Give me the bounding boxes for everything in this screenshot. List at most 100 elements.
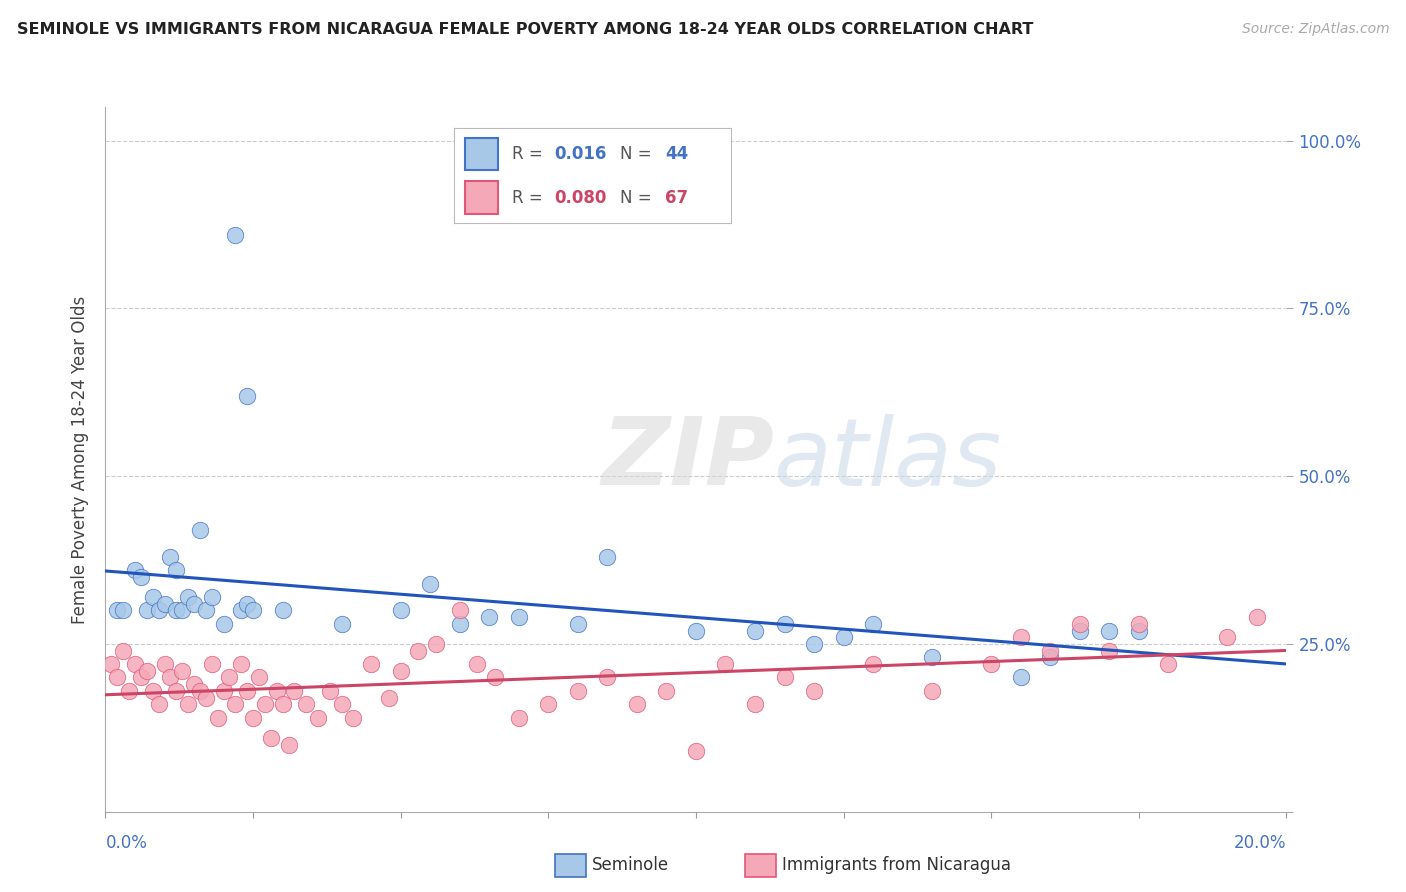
- Point: [921, 684, 943, 698]
- Point: [773, 616, 796, 631]
- Point: [419, 576, 441, 591]
- Point: [148, 603, 170, 617]
- Point: [685, 744, 707, 758]
- Text: atlas: atlas: [773, 414, 1001, 505]
- Point: [1157, 657, 1180, 671]
- Point: [307, 711, 329, 725]
- Point: [449, 616, 471, 631]
- Point: [165, 603, 187, 617]
- Point: [596, 671, 619, 685]
- Text: ZIP: ZIP: [602, 413, 775, 506]
- Point: [135, 664, 157, 678]
- Point: [247, 671, 270, 685]
- Point: [159, 671, 181, 685]
- Point: [484, 671, 506, 685]
- Point: [142, 590, 165, 604]
- Point: [803, 684, 825, 698]
- Point: [862, 657, 884, 671]
- Point: [236, 597, 259, 611]
- Point: [342, 711, 364, 725]
- Point: [236, 684, 259, 698]
- Point: [148, 698, 170, 712]
- Point: [224, 227, 246, 242]
- Point: [685, 624, 707, 638]
- Point: [172, 664, 194, 678]
- Point: [212, 684, 235, 698]
- Point: [224, 698, 246, 712]
- Point: [260, 731, 283, 745]
- Text: 20.0%: 20.0%: [1234, 834, 1286, 852]
- Point: [105, 671, 128, 685]
- Point: [142, 684, 165, 698]
- Point: [744, 698, 766, 712]
- Point: [159, 549, 181, 564]
- Point: [832, 630, 855, 644]
- Point: [194, 690, 217, 705]
- Point: [153, 597, 176, 611]
- Point: [212, 616, 235, 631]
- Point: [165, 684, 187, 698]
- Point: [242, 711, 264, 725]
- Point: [467, 657, 489, 671]
- Point: [626, 698, 648, 712]
- Point: [330, 698, 353, 712]
- Point: [177, 698, 200, 712]
- Point: [1039, 643, 1062, 657]
- Point: [1010, 671, 1032, 685]
- Point: [124, 657, 146, 671]
- Point: [1128, 624, 1150, 638]
- Point: [1098, 624, 1121, 638]
- Point: [118, 684, 141, 698]
- Point: [537, 698, 560, 712]
- Point: [188, 523, 211, 537]
- Point: [183, 677, 205, 691]
- Point: [1128, 616, 1150, 631]
- Point: [1069, 624, 1091, 638]
- Point: [194, 603, 217, 617]
- Point: [207, 711, 229, 725]
- Point: [389, 664, 412, 678]
- Point: [478, 610, 501, 624]
- Point: [1010, 630, 1032, 644]
- Point: [449, 603, 471, 617]
- Text: Source: ZipAtlas.com: Source: ZipAtlas.com: [1241, 22, 1389, 37]
- Point: [201, 590, 224, 604]
- Text: SEMINOLE VS IMMIGRANTS FROM NICARAGUA FEMALE POVERTY AMONG 18-24 YEAR OLDS CORRE: SEMINOLE VS IMMIGRANTS FROM NICARAGUA FE…: [17, 22, 1033, 37]
- Point: [153, 657, 176, 671]
- Point: [236, 389, 259, 403]
- Point: [921, 650, 943, 665]
- Point: [218, 671, 240, 685]
- Point: [177, 590, 200, 604]
- Point: [655, 684, 678, 698]
- Point: [100, 657, 122, 671]
- Point: [165, 563, 187, 577]
- Point: [129, 671, 152, 685]
- Point: [567, 684, 589, 698]
- Point: [135, 603, 157, 617]
- Point: [231, 603, 253, 617]
- Point: [1039, 650, 1062, 665]
- Point: [714, 657, 737, 671]
- Point: [980, 657, 1002, 671]
- Point: [188, 684, 211, 698]
- Point: [295, 698, 318, 712]
- Point: [172, 603, 194, 617]
- Point: [105, 603, 128, 617]
- Text: Immigrants from Nicaragua: Immigrants from Nicaragua: [782, 856, 1011, 874]
- Point: [567, 616, 589, 631]
- Point: [389, 603, 412, 617]
- Point: [1216, 630, 1239, 644]
- Point: [773, 671, 796, 685]
- Point: [360, 657, 382, 671]
- Text: Seminole: Seminole: [592, 856, 669, 874]
- Point: [271, 603, 294, 617]
- Point: [112, 603, 135, 617]
- Point: [744, 624, 766, 638]
- Point: [803, 637, 825, 651]
- Point: [596, 549, 619, 564]
- Text: 0.0%: 0.0%: [105, 834, 148, 852]
- Point: [242, 603, 264, 617]
- Point: [271, 698, 294, 712]
- Point: [508, 711, 530, 725]
- Point: [253, 698, 276, 712]
